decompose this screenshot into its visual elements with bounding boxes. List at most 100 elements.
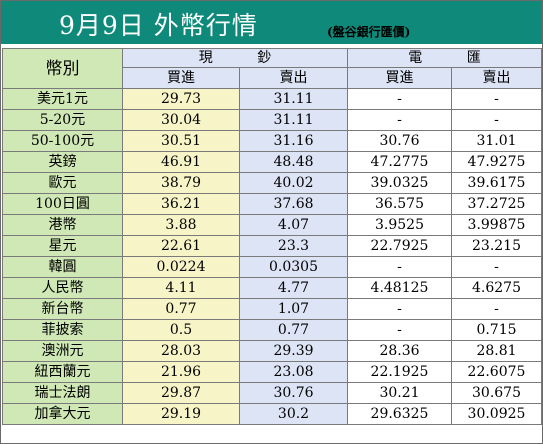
- table-row: 紐西蘭元 21.96 23.08 22.1925 22.6075: [2, 361, 542, 383]
- cash-buy-cell: 30.51: [122, 130, 240, 152]
- cash-buy-cell: 46.91: [122, 151, 240, 173]
- exchange-rate-table: 幣別 現 鈔 電 匯 買進 賣出 買進 賣出 美元1元 29.73 31.11- -5…: [2, 48, 542, 425]
- currency-name: 瑞士法朗: [2, 382, 123, 404]
- cash-sell-cell: 0.77: [239, 319, 348, 341]
- table-row: 100日圓 36.21 37.68 36.575 37.2725: [2, 193, 542, 215]
- table-row: 韓圓 0.0224 0.0305- -: [2, 256, 542, 278]
- tt-buy-cell: -: [347, 88, 452, 110]
- currency-name: 人民幣: [2, 277, 123, 299]
- subheader-row: 買進 賣出 買進 賣出: [3, 67, 542, 89]
- tt-buy-cell: 29.6325: [347, 403, 452, 425]
- cash-buy-cell: 21.96: [122, 361, 240, 383]
- cash-buy-cell: 29.19: [122, 403, 240, 425]
- cash-sell-cell: 4.07: [239, 214, 348, 236]
- cash-sell-cell: 0.0305: [239, 256, 348, 278]
- cash-sell-header: 賣出: [239, 67, 348, 89]
- tt-buy-cell: 3.9525: [347, 214, 452, 236]
- currency-name: 歐元: [2, 172, 123, 194]
- tt-sell-cell: -: [451, 256, 542, 278]
- tt-sell-cell: -: [451, 88, 542, 110]
- tt-buy-cell: 30.21: [347, 382, 452, 404]
- table-row: 新台幣 0.77 1.07- -: [2, 298, 542, 320]
- cash-sell-cell: 1.07: [239, 298, 348, 320]
- page-title: 9月9日 外幣行情: [59, 11, 258, 40]
- tt-buy-cell: 4.48125: [347, 277, 452, 299]
- cash-buy-cell: 0.77: [122, 298, 240, 320]
- cash-buy-cell: 0.0224: [122, 256, 240, 278]
- cash-buy-cell: 38.79: [122, 172, 240, 194]
- cash-sell-cell: 31.11: [239, 88, 348, 110]
- tt-sell-cell: 0.715: [451, 319, 542, 341]
- cash-buy-header: 買進: [122, 67, 240, 89]
- cash-sell-cell: 23.3: [239, 235, 348, 257]
- table-row: 菲披索 0.5 0.77-0.715: [2, 319, 542, 341]
- tt-buy-cell: 36.575: [347, 193, 452, 215]
- cash-sell-cell: 31.11: [239, 109, 348, 131]
- currency-column-header: 幣別: [2, 48, 123, 89]
- tt-sell-cell: 39.6175: [451, 172, 542, 194]
- tt-sell-cell: 4.6275: [451, 277, 542, 299]
- tt-sell-cell: 23.215: [451, 235, 542, 257]
- tt-buy-cell: 22.1925: [347, 361, 452, 383]
- table-row: 英鎊 46.91 48.48 47.2775 47.9275: [2, 151, 542, 173]
- tt-buy-cell: -: [347, 109, 452, 131]
- tt-sell-cell: 47.9275: [451, 151, 542, 173]
- table-row: 瑞士法朗 29.87 30.76 30.21 30.675: [2, 382, 542, 404]
- tt-sell-cell: 30.0925: [451, 403, 542, 425]
- tt-sell-cell: 3.99875: [451, 214, 542, 236]
- currency-name: 港幣: [2, 214, 123, 236]
- cash-sell-cell: 37.68: [239, 193, 348, 215]
- cash-sell-cell: 29.39: [239, 340, 348, 362]
- currency-name: 韓圓: [2, 256, 123, 278]
- cash-sell-cell: 31.16: [239, 130, 348, 152]
- table-row: 50-100元 30.51 31.16 30.76 31.01: [2, 130, 542, 152]
- cash-buy-cell: 30.04: [122, 109, 240, 131]
- tt-sell-cell: 31.01: [451, 130, 542, 152]
- table-row: 美元1元 29.73 31.11- -: [2, 88, 542, 110]
- table-row: 澳洲元 28.03 29.39 28.36 28.81: [2, 340, 542, 362]
- tt-buy-cell: 30.76: [347, 130, 452, 152]
- cash-buy-cell: 36.21: [122, 193, 240, 215]
- tt-sell-cell: 37.2725: [451, 193, 542, 215]
- tt-buy-header: 買進: [347, 67, 452, 89]
- currency-name: 50-100元: [2, 130, 123, 152]
- table-row: 星元 22.61 23.3 22.7925 23.215: [2, 235, 542, 257]
- bank-source-label: (盤谷銀行匯價): [327, 25, 411, 39]
- tt-sell-cell: 28.81: [451, 340, 542, 362]
- tt-buy-cell: -: [347, 298, 452, 320]
- cash-sell-cell: 23.08: [239, 361, 348, 383]
- table-row: 加拿大元 29.19 30.2 29.6325 30.0925: [2, 403, 542, 425]
- title-bar: 9月9日 外幣行情 (盤谷銀行匯價): [1, 1, 542, 44]
- tt-buy-cell: 22.7925: [347, 235, 452, 257]
- cash-buy-cell: 0.5: [122, 319, 240, 341]
- table-row: 人民幣 4.11 4.77 4.48125 4.6275: [2, 277, 542, 299]
- currency-name: 菲披索: [2, 319, 123, 341]
- table-row: 5-20元 30.04 31.11- -: [2, 109, 542, 131]
- cash-buy-cell: 3.88: [122, 214, 240, 236]
- table-row: 港幣 3.88 4.07 3.9525 3.99875: [2, 214, 542, 236]
- cash-buy-cell: 29.73: [122, 88, 240, 110]
- table-row: 歐元 38.79 40.02 39.0325 39.6175: [2, 172, 542, 194]
- tt-sell-cell: 30.675: [451, 382, 542, 404]
- cash-buy-cell: 28.03: [122, 340, 240, 362]
- tt-sell-cell: -: [451, 298, 542, 320]
- cash-sell-cell: 48.48: [239, 151, 348, 173]
- currency-name: 星元: [2, 235, 123, 257]
- currency-name: 澳洲元: [2, 340, 123, 362]
- currency-name: 新台幣: [2, 298, 123, 320]
- tt-buy-cell: -: [347, 256, 452, 278]
- currency-name: 100日圓: [2, 193, 123, 215]
- cash-sell-cell: 30.76: [239, 382, 348, 404]
- cash-buy-cell: 29.87: [122, 382, 240, 404]
- cash-group-header: 現 鈔: [122, 48, 348, 68]
- tt-sell-header: 賣出: [451, 67, 542, 89]
- tt-buy-cell: 47.2775: [347, 151, 452, 173]
- tt-sell-cell: 22.6075: [451, 361, 542, 383]
- telegraphic-transfer-group-header: 電 匯: [347, 48, 542, 68]
- currency-name: 紐西蘭元: [2, 361, 123, 383]
- cash-sell-cell: 4.77: [239, 277, 348, 299]
- tt-sell-cell: -: [451, 109, 542, 131]
- cash-buy-cell: 4.11: [122, 277, 240, 299]
- cash-sell-cell: 30.2: [239, 403, 348, 425]
